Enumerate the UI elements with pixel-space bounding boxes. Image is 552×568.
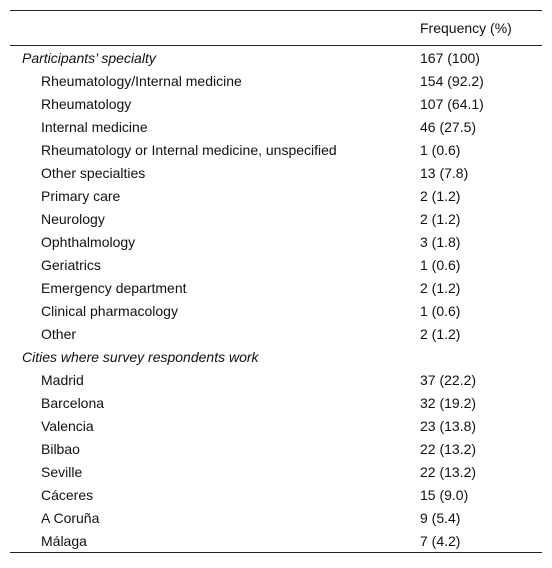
- table-body: Participants’ specialty 167 (100) Rheumato…: [10, 46, 542, 553]
- table-row: Valencia 23 (13.8): [10, 414, 542, 437]
- frequency-value: 46 (27.5): [420, 118, 477, 135]
- header-label-cell: [10, 10, 420, 46]
- table-row: Neurology 2 (1.2): [10, 207, 542, 230]
- frequency-value: 107 (64.1): [420, 95, 484, 112]
- row-label: Ophthalmology: [41, 233, 136, 250]
- frequency-value: 2 (1.2): [420, 187, 461, 204]
- table-row: Other 2 (1.2): [10, 322, 542, 345]
- header-frequency-cell: Frequency (%): [420, 10, 542, 46]
- table-row: Rheumatology 107 (64.1): [10, 92, 542, 115]
- table-row: Bilbao 22 (13.2): [10, 437, 542, 460]
- frequency-value: 2 (1.2): [420, 210, 461, 227]
- section-row: Participants’ specialty 167 (100): [10, 46, 542, 70]
- row-label: Other specialties: [41, 164, 146, 181]
- table-row: Rheumatology or Internal medicine, unspe…: [10, 138, 542, 161]
- row-label: Rheumatology or Internal medicine, unspe…: [41, 141, 337, 158]
- row-label: Rheumatology/Internal medicine: [41, 72, 242, 89]
- row-label: Bilbao: [41, 440, 80, 457]
- table-row: Seville 22 (13.2): [10, 460, 542, 483]
- table-row: Clinical pharmacology 1 (0.6): [10, 299, 542, 322]
- table-row: Other specialties 13 (7.8): [10, 161, 542, 184]
- table-row: Ophthalmology 3 (1.8): [10, 230, 542, 253]
- frequency-value: 13 (7.8): [420, 164, 469, 181]
- row-label: Other: [41, 325, 77, 342]
- table-row: Cáceres 15 (9.0): [10, 483, 542, 506]
- frequency-value: 7 (4.2): [420, 529, 542, 553]
- row-label: A Coruña: [41, 509, 100, 526]
- row-label: Madrid: [41, 371, 84, 388]
- frequency-value: 22 (13.2): [420, 463, 477, 480]
- row-label: Cáceres: [41, 486, 94, 503]
- row-label: Emergency department: [41, 279, 187, 296]
- row-label: Seville: [41, 463, 83, 480]
- table-header: Frequency (%): [10, 10, 542, 46]
- section-label: Cities where survey respondents work: [22, 348, 259, 365]
- frequency-value: 15 (9.0): [420, 486, 469, 503]
- table-row: Geriatrics 1 (0.6): [10, 253, 542, 276]
- frequency-value: 1 (0.6): [420, 256, 461, 273]
- frequency-value: 2 (1.2): [420, 325, 461, 342]
- row-label: Valencia: [41, 417, 94, 434]
- table-row: Barcelona 32 (19.2): [10, 391, 542, 414]
- frequency-value: 167 (100): [420, 49, 480, 66]
- frequency-value: [420, 345, 542, 368]
- row-label: Neurology: [41, 210, 105, 227]
- frequency-table: Frequency (%) Participants’ specialty 167…: [10, 10, 542, 553]
- header-row: Frequency (%): [10, 10, 542, 46]
- frequency-value: 154 (92.2): [420, 72, 484, 89]
- row-label: Málaga: [10, 529, 420, 553]
- section-label: Participants’ specialty: [22, 49, 156, 66]
- row-label: Barcelona: [41, 394, 105, 411]
- table-row: A Coruña 9 (5.4): [10, 506, 542, 529]
- row-label: Internal medicine: [41, 118, 148, 135]
- frequency-value: 32 (19.2): [420, 394, 477, 411]
- frequency-table-container: Frequency (%) Participants’ specialty 167…: [10, 10, 542, 553]
- table-row: Málaga 7 (4.2): [10, 529, 542, 553]
- table-row: Madrid 37 (22.2): [10, 368, 542, 391]
- frequency-value: 9 (5.4): [420, 509, 461, 526]
- frequency-value: 2 (1.2): [420, 279, 461, 296]
- row-label: Geriatrics: [41, 256, 101, 273]
- row-label: Clinical pharmacology: [41, 302, 178, 319]
- frequency-value: 1 (0.6): [420, 302, 461, 319]
- row-label: Primary care: [41, 187, 121, 204]
- table-row: Rheumatology/Internal medicine 154 (92.2): [10, 69, 542, 92]
- section-row: Cities where survey respondents work: [10, 345, 542, 368]
- table-row: Internal medicine 46 (27.5): [10, 115, 542, 138]
- frequency-value: 1 (0.6): [420, 141, 461, 158]
- frequency-value: 3 (1.8): [420, 233, 461, 250]
- table-row: Primary care 2 (1.2): [10, 184, 542, 207]
- frequency-value: 23 (13.8): [420, 417, 477, 434]
- row-label: Rheumatology: [41, 95, 132, 112]
- table-row: Emergency department 2 (1.2): [10, 276, 542, 299]
- frequency-value: 37 (22.2): [420, 371, 477, 388]
- frequency-value: 22 (13.2): [420, 440, 477, 457]
